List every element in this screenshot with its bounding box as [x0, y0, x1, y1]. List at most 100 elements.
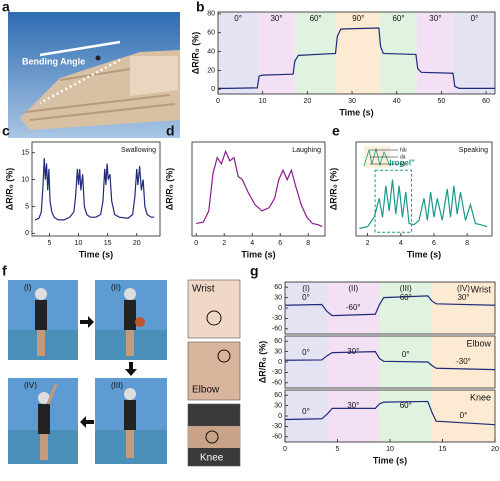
annotation: 0° [302, 348, 310, 357]
y-tick-label: 20 [207, 67, 215, 74]
inset-label: hǎi [400, 147, 407, 153]
y-tick-label: 5 [25, 203, 29, 210]
band [379, 282, 432, 334]
band [432, 282, 495, 334]
x-tick-label: 2 [222, 240, 226, 247]
inset-label: dà [400, 154, 406, 160]
data-line [218, 27, 495, 89]
x-axis-label: Time (s) [339, 107, 373, 117]
x-tick-label: 0 [194, 240, 198, 247]
panel-label: g [250, 263, 259, 279]
x-tick-label: 6 [432, 240, 436, 247]
band-label: (II) [348, 284, 358, 293]
y-tick-label: 40 [207, 48, 215, 55]
y-tick-label: -60 [272, 380, 282, 387]
inset-label: jiā [399, 161, 405, 167]
plot-frame [355, 141, 493, 237]
x-axis-label: Time (s) [79, 249, 113, 259]
band [416, 12, 454, 94]
y-tick-label: 60 [274, 284, 282, 291]
x-axis-label: Time (s) [407, 249, 441, 259]
y-tick-label: -30 [272, 369, 282, 376]
x-axis-label: Time (s) [241, 249, 275, 259]
y-tick-label: -30 [272, 315, 282, 322]
panel-label: a [2, 0, 10, 15]
x-tick-label: 15 [104, 240, 112, 247]
annotation: 30° [457, 293, 469, 302]
y-tick-label: -60 [272, 326, 282, 333]
band-label: 0° [234, 14, 242, 23]
panel-label: b [196, 0, 205, 15]
annotation: 60° [400, 293, 412, 302]
x-tick-label: 20 [133, 240, 141, 247]
annotation: 0° [302, 407, 310, 416]
photo-a: Bending Angle [8, 12, 180, 138]
panel-label: d [166, 123, 175, 139]
annotation: 0° [402, 350, 410, 359]
chart-title: Laughing [292, 147, 321, 154]
x-tick-label: 20 [303, 98, 311, 105]
plot-frame [31, 141, 161, 237]
band [432, 336, 495, 388]
band-label: 0° [471, 14, 479, 23]
joint-label: Wrist [192, 284, 215, 295]
band-label: 30° [270, 14, 282, 23]
data-line [34, 158, 155, 221]
y-tick-label: 60 [274, 392, 282, 399]
band [453, 12, 495, 94]
annotation: 60° [400, 401, 412, 410]
annotation: "Hydrogel" [373, 158, 415, 167]
annotation: -60° [346, 303, 361, 312]
annotation: 0° [460, 411, 468, 420]
annotation: 0° [302, 293, 310, 302]
plot-frame [191, 141, 326, 237]
band [327, 390, 380, 442]
x-tick-label: 10 [259, 98, 267, 105]
x-tick-label: 4 [399, 240, 403, 247]
y-tick-label: 15 [21, 150, 29, 157]
x-tick-label: 20 [491, 446, 499, 453]
x-tick-label: 5 [336, 446, 340, 453]
x-tick-label: 60 [482, 98, 490, 105]
band [285, 390, 327, 442]
y-axis-label: ΔR/R₀ (%) [164, 168, 174, 211]
y-axis-label: ΔR/R₀ (%) [257, 341, 267, 384]
step-label: (III) [111, 381, 123, 390]
band [218, 12, 259, 94]
x-tick-label: 10 [386, 446, 394, 453]
annotation: 30° [347, 401, 359, 410]
band [327, 282, 380, 334]
band [432, 390, 495, 442]
y-tick-label: 30 [274, 294, 282, 301]
y-tick-label: 0 [278, 413, 282, 420]
band-label: (III) [400, 284, 412, 293]
y-axis-label: ΔR/R₀ (%) [4, 168, 14, 211]
chart-title: Knee [470, 392, 491, 402]
y-tick-label: 0 [278, 359, 282, 366]
band [336, 12, 381, 94]
band [327, 336, 380, 388]
x-tick-label: 50 [437, 98, 445, 105]
data-line [284, 350, 496, 371]
x-tick-label: 15 [439, 446, 447, 453]
x-tick-label: 5 [48, 240, 52, 247]
chart-title: Swallowing [121, 147, 156, 154]
y-tick-label: 30 [274, 402, 282, 409]
x-axis-label: Time (s) [373, 455, 407, 465]
data-line [359, 179, 488, 230]
photo-f [8, 279, 241, 467]
data-line [284, 295, 496, 317]
x-tick-label: 30 [348, 98, 356, 105]
panel-label: f [2, 263, 7, 279]
x-tick-label: 4 [250, 240, 254, 247]
x-tick-label: 40 [393, 98, 401, 105]
step-label: (IV) [24, 381, 37, 390]
x-tick-label: 8 [306, 240, 310, 247]
chart-title: Speaking [459, 147, 488, 154]
x-tick-label: 10 [75, 240, 83, 247]
panel-label: e [332, 123, 340, 139]
y-axis-label: ΔR/R₀ (%) [190, 32, 200, 75]
y-tick-label: 0 [211, 86, 215, 93]
x-tick-label: 0 [216, 98, 220, 105]
